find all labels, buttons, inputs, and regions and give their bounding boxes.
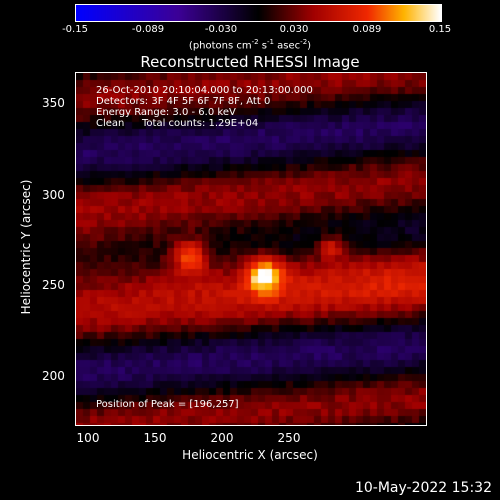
colorbar [75, 4, 442, 22]
x-tick: 150 [143, 431, 167, 445]
time-range: 26-Oct-2010 20:10:04.000 to 20:13:00.000 [96, 85, 313, 96]
x-tick: 250 [277, 431, 301, 445]
y-tick: 350 [42, 96, 65, 110]
heatmap-image [76, 73, 426, 425]
y-axis-label: Heliocentric Y (arcsec) [19, 179, 33, 315]
colorbar-tick: -0.030 [204, 24, 238, 35]
clean-label: Clean [96, 118, 125, 129]
colorbar-tick: 0.089 [352, 24, 382, 35]
footer-date: 10-May-2022 15:32 [354, 480, 492, 496]
x-axis-label: Heliocentric X (arcsec) [182, 448, 318, 462]
detectors-text: Detectors: 3F 4F 5F 6F 7F 8F, Att 0 [96, 96, 271, 107]
y-tick: 250 [42, 278, 65, 292]
y-tick: 200 [42, 369, 65, 383]
image-plot: 26-Oct-2010 20:10:04.000 to 20:13:00.000… [75, 72, 427, 426]
x-tick: 100 [76, 431, 100, 445]
energy-range: Energy Range: 3.0 - 6.0 keV [96, 107, 236, 118]
total-counts: Total counts: 1.29E+04 [142, 118, 259, 129]
colorbar-tick: -0.15 [62, 24, 88, 35]
colorbar-tick: -0.089 [131, 24, 165, 35]
y-tick: 300 [42, 188, 65, 202]
image-title: Reconstructed RHESSI Image [140, 53, 360, 71]
peak-position: Position of Peak = [196,257] [96, 399, 239, 410]
colorbar-tick: 0.030 [279, 24, 309, 35]
colorbar-tick: 0.15 [428, 24, 452, 35]
colorbar-units: (photons cm-2 s-1 asec-2) [188, 38, 312, 52]
x-tick: 200 [210, 431, 234, 445]
